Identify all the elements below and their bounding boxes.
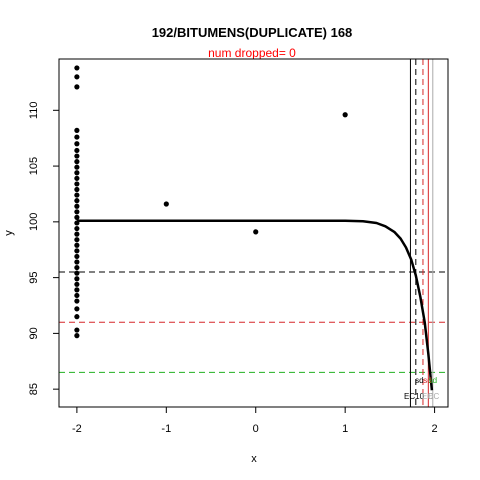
annotation-label: sd — [423, 376, 431, 385]
y-tick-label: 100 — [28, 213, 40, 231]
data-point — [74, 159, 80, 165]
annotation-label: EC — [422, 392, 433, 401]
data-point — [74, 134, 80, 140]
data-point — [74, 225, 80, 232]
data-point — [74, 181, 80, 187]
y-tick-label: 105 — [28, 157, 40, 175]
data-point — [74, 237, 80, 243]
y-tick-label: 90 — [28, 327, 40, 339]
data-point — [74, 84, 80, 90]
data-point — [74, 209, 80, 215]
x-tick-label: 2 — [432, 423, 438, 435]
data-point — [74, 264, 80, 271]
data-point — [74, 292, 80, 299]
data-point — [74, 175, 80, 181]
y-tick-label: 95 — [28, 271, 40, 283]
data-point — [74, 253, 80, 260]
data-point — [74, 170, 80, 176]
data-point — [74, 242, 80, 248]
data-point — [74, 186, 80, 193]
chart-subtitle: num dropped= 0 — [208, 46, 296, 60]
annotation-label: sd — [415, 376, 423, 385]
x-tick-label: 0 — [253, 423, 259, 435]
annotation-label: EC — [428, 392, 439, 401]
data-point — [74, 314, 80, 320]
data-point — [74, 141, 80, 147]
data-point — [342, 112, 348, 118]
data-point — [74, 231, 80, 237]
x-axis-label: x — [251, 453, 257, 465]
data-point — [74, 327, 80, 333]
y-tick-label: 85 — [28, 383, 40, 395]
plot-frame — [58, 58, 449, 408]
x-tick-label: 1 — [342, 423, 348, 435]
data-point — [74, 198, 80, 204]
data-points — [74, 65, 348, 339]
data-point — [74, 74, 80, 80]
data-point — [74, 270, 80, 276]
y-axis-label: y — [3, 230, 15, 236]
fit-curve-layer — [76, 219, 434, 391]
data-point — [74, 164, 80, 170]
data-point — [74, 153, 80, 159]
x-tick-label: -2 — [72, 423, 82, 435]
annotation-label: sd — [429, 376, 437, 385]
data-point — [74, 147, 80, 154]
data-point — [163, 201, 169, 207]
data-point — [74, 287, 80, 293]
data-point — [74, 214, 80, 220]
x-tick-label: -1 — [161, 423, 171, 435]
data-point — [74, 259, 80, 265]
data-point — [74, 65, 80, 71]
data-point — [74, 298, 80, 304]
data-point — [74, 203, 80, 209]
data-point — [74, 306, 80, 312]
data-point — [74, 220, 80, 226]
data-point — [253, 229, 259, 235]
x-axis: -2 -1 0 1 2 — [72, 407, 438, 435]
fit-curve — [76, 219, 434, 391]
annotation-label: EC10 — [404, 392, 425, 401]
data-point — [74, 127, 80, 133]
y-axis: 85 90 95 100 105 110 — [28, 102, 59, 395]
data-point — [74, 248, 80, 254]
y-tick-label: 110 — [28, 102, 40, 120]
data-point — [74, 333, 80, 339]
data-point — [74, 192, 80, 198]
data-point — [74, 276, 80, 282]
chart-title: 192/BITUMENS(DUPLICATE) 168 — [152, 25, 353, 40]
data-point — [74, 281, 80, 287]
